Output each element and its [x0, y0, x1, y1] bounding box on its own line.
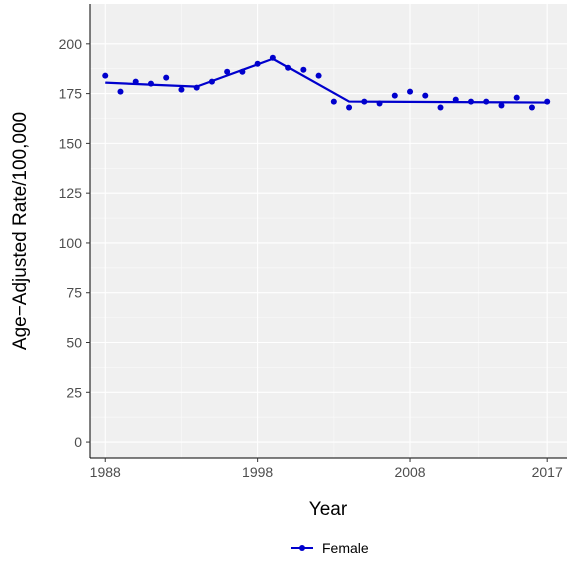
data-point-female [376, 100, 383, 107]
data-point-female [193, 84, 200, 91]
data-point-female [300, 66, 307, 73]
y-tick-label: 50 [66, 335, 82, 351]
y-axis-title: Age−Adjusted Rate/100,000 [10, 112, 31, 350]
data-point-female [239, 68, 246, 75]
data-point-female [224, 68, 231, 75]
plot-background [90, 4, 567, 458]
data-point-female [269, 54, 276, 61]
data-point-female [544, 98, 551, 105]
data-point-female [254, 60, 261, 67]
data-point-female [513, 94, 520, 101]
data-point-female [422, 92, 429, 99]
data-point-female [498, 102, 505, 109]
data-point-female [147, 80, 154, 87]
y-ticks: 0 25 50 75 100 125 150 175 200 [59, 36, 90, 450]
data-point-female [391, 92, 398, 99]
y-tick-label: 200 [59, 36, 83, 52]
data-point-female [132, 78, 139, 85]
legend-label-female: Female [322, 540, 369, 556]
data-point-female [178, 86, 185, 93]
data-point-female [346, 104, 353, 111]
data-point-female [163, 74, 170, 81]
data-point-female [117, 88, 124, 95]
y-tick-label: 150 [59, 135, 83, 151]
data-point-female [330, 98, 337, 105]
y-tick-label: 125 [59, 185, 83, 201]
x-tick-label: 1988 [90, 464, 121, 480]
data-point-female [452, 96, 459, 103]
legend-point-female [299, 545, 305, 551]
y-tick-label: 175 [59, 86, 83, 102]
data-point-female [437, 104, 444, 111]
data-point-female [483, 98, 490, 105]
data-point-female [315, 72, 322, 79]
data-point-female [208, 78, 215, 85]
x-tick-label: 1998 [242, 464, 273, 480]
data-point-female [528, 104, 535, 111]
points-layer [102, 54, 551, 111]
x-ticks: 1988 1998 2008 2017 [90, 458, 563, 480]
y-tick-label: 25 [66, 384, 82, 400]
x-tick-label: 2008 [394, 464, 425, 480]
data-point-female [361, 98, 368, 105]
data-point-female [102, 72, 109, 79]
y-tick-label: 75 [66, 285, 82, 301]
y-tick-label: 0 [74, 434, 82, 450]
x-tick-label: 2017 [532, 464, 563, 480]
legend: Female [291, 540, 369, 556]
grid [90, 4, 567, 458]
data-point-female [407, 88, 414, 95]
data-point-female [285, 64, 292, 71]
x-axis-title: Year [309, 499, 348, 520]
y-tick-label: 100 [59, 235, 83, 251]
data-point-female [467, 98, 474, 105]
